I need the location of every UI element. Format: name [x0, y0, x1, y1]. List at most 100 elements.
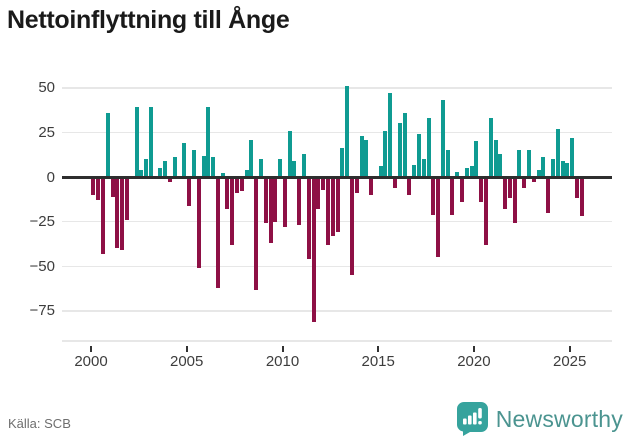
bar-2003Q1 [148, 107, 153, 177]
bar-2010Q4 [297, 177, 302, 226]
bar-2007Q4 [239, 177, 244, 192]
bar-2015Q4 [393, 177, 397, 188]
x-axis-label-2005: 2005 [170, 353, 204, 370]
bar-2015Q1 [378, 166, 383, 177]
bar-2014Q2 [364, 139, 369, 177]
bar-2021Q4 [507, 177, 512, 199]
bar-2020Q2 [479, 177, 484, 202]
bar-2007Q3 [235, 177, 239, 194]
gridline-y25 [62, 131, 612, 134]
x-axis-tick-2000 [90, 346, 92, 352]
bar-2009Q1 [263, 177, 268, 224]
newsworthy-logo-icon [456, 402, 488, 436]
bar-2014Q3 [369, 177, 373, 195]
bar-2004Q2 [172, 157, 177, 177]
bar-2020Q3 [483, 177, 488, 245]
bar-2019Q2 [460, 177, 464, 202]
zero-axis-line [62, 175, 612, 179]
bar-2015Q3 [388, 93, 393, 177]
bar-2010Q1 [282, 177, 287, 227]
bar-2001Q1 [110, 177, 115, 197]
bar-2005Q2 [191, 150, 196, 177]
bar-2001Q4 [124, 177, 129, 220]
bar-2007Q1 [225, 177, 230, 210]
bar-2010Q3 [292, 160, 297, 177]
bar-2025Q1 [570, 137, 575, 177]
bar-2020Q4 [488, 118, 493, 177]
bar-2010Q2 [287, 130, 292, 177]
bar-2006Q2 [211, 157, 216, 177]
bar-2006Q1 [206, 107, 211, 177]
bar-2009Q3 [273, 177, 278, 222]
bar-2022Q4 [527, 150, 531, 177]
bar-2011Q1 [302, 153, 306, 177]
bar-2016Q1 [397, 123, 402, 177]
bar-2018Q1 [436, 177, 440, 258]
source-text: Källa: SCB [8, 416, 71, 431]
bar-2000Q4 [105, 112, 110, 177]
bar-2018Q3 [445, 150, 450, 177]
bar-2019Q1 [455, 171, 460, 177]
bar-2017Q3 [426, 118, 431, 177]
bar-2021Q1 [493, 139, 498, 177]
bar-2004Q1 [168, 177, 172, 183]
bar-2011Q2 [306, 177, 311, 260]
bar-2019Q4 [469, 166, 474, 177]
x-axis-label-2010: 2010 [265, 353, 300, 370]
gridline-y-75 [62, 310, 612, 312]
bar-2017Q2 [421, 159, 426, 177]
bar-2011Q4 [316, 177, 321, 210]
bar-2019Q3 [464, 168, 469, 177]
bar-2008Q3 [254, 177, 259, 290]
bar-2022Q3 [522, 177, 527, 188]
bar-2018Q4 [450, 177, 455, 215]
bar-2008Q2 [249, 139, 254, 177]
y-axis-label: −50 [29, 257, 55, 275]
x-axis-tick-2010 [281, 346, 284, 352]
bar-2012Q2 [326, 177, 330, 245]
bar-2022Q2 [517, 150, 522, 177]
bar-2024Q4 [565, 162, 570, 177]
bar-2008Q1 [244, 169, 249, 177]
y-axis-label: 25 [38, 123, 55, 141]
bar-2008Q4 [258, 159, 263, 177]
bar-2000Q3 [101, 177, 105, 254]
bar-2004Q4 [182, 143, 187, 177]
brand-footer: Newsworthy [456, 402, 623, 436]
x-axis-label-2025: 2025 [553, 353, 587, 370]
bar-2024Q2 [555, 128, 560, 177]
bar-2015Q2 [383, 130, 388, 177]
bar-2014Q1 [359, 135, 364, 177]
bar-2006Q3 [215, 177, 220, 288]
gridline-y50 [62, 87, 612, 89]
x-axis-label-2015: 2015 [361, 353, 395, 370]
bar-2009Q2 [268, 177, 273, 244]
bar-2021Q2 [498, 153, 503, 177]
bar-2013Q1 [340, 148, 345, 177]
y-axis-label: −25 [29, 213, 55, 231]
plot-bottom-line [62, 340, 612, 342]
x-axis-tick-2005 [185, 346, 188, 352]
x-axis-label-2020: 2020 [457, 353, 491, 370]
bar-2012Q4 [335, 177, 340, 233]
bar-2023Q2 [536, 169, 541, 177]
bar-2005Q1 [187, 177, 192, 206]
bar-2013Q3 [349, 177, 354, 276]
bar-2000Q1 [91, 177, 96, 195]
x-axis-tick-2025 [568, 346, 571, 352]
bar-2012Q1 [321, 177, 326, 190]
bar-2017Q4 [431, 177, 436, 215]
bar-2023Q1 [531, 177, 536, 183]
bar-2002Q2 [134, 107, 139, 177]
bar-2002Q4 [144, 159, 149, 177]
bar-2009Q4 [278, 159, 283, 177]
bar-2001Q2 [115, 177, 120, 249]
y-axis-label: −75 [29, 302, 55, 320]
bar-2025Q3 [579, 177, 584, 217]
bar-2022Q1 [512, 177, 517, 224]
bar-2013Q2 [345, 85, 350, 177]
bar-2016Q4 [412, 164, 417, 177]
bar-2000Q2 [96, 177, 101, 201]
bar-2002Q3 [139, 169, 144, 177]
